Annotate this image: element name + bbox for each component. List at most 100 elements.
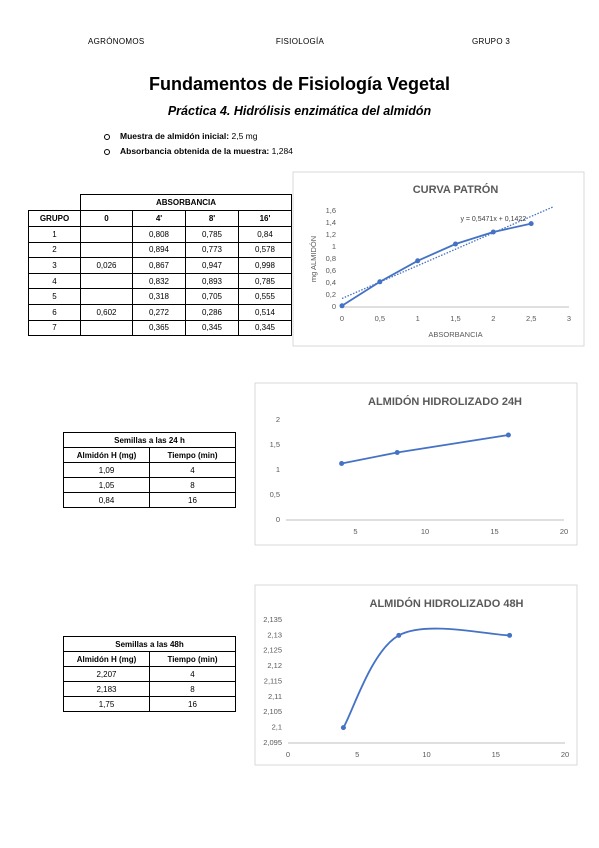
table-cell: 16: [149, 492, 236, 508]
table-cell: 1: [28, 226, 81, 243]
bullet-dot: [104, 148, 110, 155]
table-cell: 8: [149, 477, 236, 493]
table-cell: [80, 288, 133, 305]
table-cell: 0,785: [238, 272, 292, 290]
y-tick-label: 1,5: [270, 440, 280, 449]
table-cell: 0,026: [80, 257, 133, 274]
y-tick-label: 2,135: [263, 615, 282, 624]
data-point: [340, 725, 346, 731]
table-cell: 0,345: [185, 319, 239, 337]
table-row: 2,183 8: [63, 681, 236, 697]
y-tick-label: 2,125: [263, 646, 282, 655]
data-point: [339, 303, 345, 309]
y-axis-label: mg ALMIDÓN: [309, 236, 318, 282]
x-tick-label: 1,5: [450, 314, 460, 323]
y-tick-label: 2,1: [272, 723, 282, 732]
y-tick-label: 2,12: [267, 661, 282, 670]
table-cell: 0,867: [132, 257, 186, 274]
table-cell: 0,365: [132, 319, 186, 337]
table-row: 5 0,318 0,705 0,555: [28, 288, 292, 305]
table-row: 3 0,026 0,867 0,947 0,998: [28, 257, 292, 274]
table-cell: 16': [238, 210, 292, 227]
x-tick-label: 5: [355, 750, 359, 759]
table-cell: 4: [149, 462, 236, 478]
bullet-label: Absorbancia obtenida de la muestra:: [120, 146, 270, 156]
y-tick-label: 0,2: [326, 290, 336, 299]
table-cell: [29, 195, 81, 211]
table-row: 2,207 4: [63, 666, 236, 682]
y-tick-label: 0,4: [326, 278, 336, 287]
table-row: 0,84 16: [63, 492, 236, 508]
chart-frame: [254, 584, 578, 766]
table-cell: 6: [28, 303, 81, 321]
bullet-value: 1,284: [271, 146, 293, 156]
x-tick-label: 5: [353, 527, 357, 536]
table-cell: 1,75: [63, 696, 150, 712]
table-cell: Almidón H (mg): [63, 651, 150, 667]
title: Fundamentos de Fisiología Vegetal: [148, 74, 451, 94]
table-cell: 3: [28, 257, 81, 274]
table-cell: 0,832: [132, 272, 186, 290]
bullet-label: Muestra de almidón inicial:: [120, 131, 230, 141]
header-right: GRUPO 3: [472, 37, 511, 46]
data-line: [341, 222, 532, 307]
data-point: [396, 632, 402, 638]
table-cell: Tiempo (min): [149, 447, 236, 463]
bullet: Muestra de almidón inicial: 2,5 mg: [104, 131, 257, 141]
table-row: Almidón H (mg) Tiempo (min): [63, 447, 236, 463]
x-axis-label: ABSORBANCIA: [428, 330, 482, 339]
bullet-value: 2,5 mg: [231, 131, 258, 141]
table-cell: Almidón H (mg): [63, 447, 150, 463]
table-cell: 0,84: [238, 226, 292, 243]
x-tick-label: 15: [490, 527, 498, 536]
y-tick-label: 1,6: [326, 206, 336, 215]
y-tick-label: 2,095: [263, 738, 282, 747]
bullet-dot: [104, 133, 110, 140]
table-cell: 2,207: [63, 666, 150, 682]
x-tick-label: 15: [492, 750, 500, 759]
data-point: [490, 229, 496, 235]
header-left: AGRÓNOMOS: [88, 37, 145, 46]
subtitle: Práctica 4. Hidrólisis enzimática del al…: [167, 104, 432, 118]
y-tick-label: 2,105: [263, 707, 282, 716]
y-tick-label: 2,11: [268, 692, 282, 701]
x-tick-label: 1: [416, 314, 420, 323]
y-tick-label: 2: [276, 415, 280, 424]
table-cell: 4: [28, 272, 81, 290]
table-cell: 1,05: [63, 477, 150, 493]
x-tick-label: 0,5: [375, 314, 385, 323]
table-cell: 0,318: [132, 288, 186, 305]
table-cell: 4: [149, 666, 236, 682]
table-cell: 7: [28, 319, 81, 337]
header-center: FISIOLOGÍA: [275, 37, 325, 46]
seed-table: Semillas a las 48h Almidón H (mg) Tiempo (…: [63, 636, 236, 712]
table-cell: 0,514: [238, 303, 292, 321]
x-tick-label: 2,5: [526, 314, 536, 323]
data-point: [453, 241, 458, 247]
table-row: 1,09 4: [63, 462, 236, 478]
chart-title: ALMIDÓN HIDROLIZADO 48H: [370, 597, 524, 610]
x-tick-label: 20: [561, 750, 569, 759]
table-cell: 0,555: [238, 288, 292, 305]
x-tick-label: 2: [491, 314, 495, 323]
table-cell: [80, 272, 133, 290]
table-cell: 16: [149, 696, 236, 712]
table-cell: 0,947: [185, 257, 239, 274]
table-cell: Semillas a las 24 h: [63, 432, 236, 448]
table-cell: 0,602: [80, 303, 133, 321]
table-row: 2 0,894 0,773 0,578: [28, 241, 292, 259]
table-cell: 0,286: [185, 303, 239, 321]
data-point: [377, 279, 383, 285]
table-cell: 0,894: [132, 241, 186, 259]
x-tick-label: 20: [560, 527, 568, 536]
y-tick-label: 2,115: [264, 676, 282, 685]
y-tick-label: 2,13: [267, 630, 282, 639]
trendline: [341, 205, 555, 300]
table-cell: 0,773: [185, 241, 239, 259]
table-cell: [80, 226, 133, 243]
table-row: ABSORBANCIA: [29, 194, 292, 211]
table-cell: ABSORBANCIA: [80, 194, 292, 211]
chart-title: ALMIDÓN HIDROLIZADO 24H: [368, 395, 522, 408]
